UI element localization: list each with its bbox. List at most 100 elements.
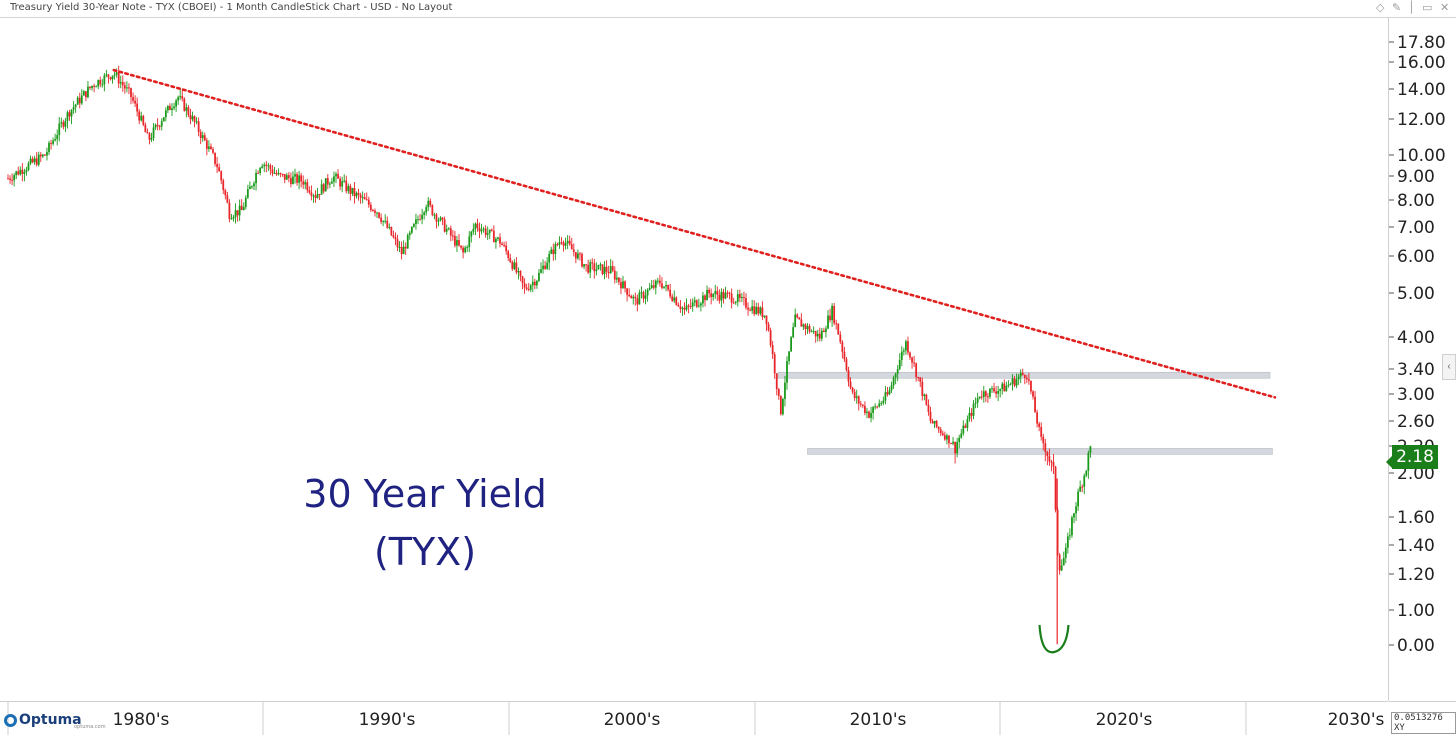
candle-body	[462, 247, 464, 253]
candle-body	[927, 404, 930, 412]
candle-body	[648, 287, 651, 290]
y-tick-label: 9.00	[1397, 167, 1435, 187]
candle-body	[675, 297, 678, 305]
candle-body	[933, 420, 936, 424]
candle-body	[771, 345, 774, 355]
candle-body	[234, 210, 237, 218]
candle-body	[378, 212, 380, 218]
candle-body	[105, 74, 108, 76]
y-tick-label: 12.00	[1397, 110, 1446, 130]
candle-body	[394, 237, 397, 240]
candle-body	[999, 389, 1002, 391]
candle-body	[345, 180, 348, 192]
candle-body	[777, 389, 780, 396]
candle-body	[85, 91, 87, 98]
candle-body	[697, 305, 700, 307]
candle-body	[1069, 535, 1071, 537]
candle-body	[884, 392, 887, 401]
candle-body	[1003, 383, 1006, 392]
candle-body	[306, 182, 309, 191]
candle-body	[736, 294, 739, 302]
candle-body	[179, 96, 182, 98]
candle-body	[464, 247, 467, 253]
candle-body	[691, 302, 694, 307]
candle-body	[827, 315, 829, 329]
candle-body	[1019, 372, 1022, 377]
candle-body	[882, 400, 885, 403]
candle-body	[267, 165, 270, 167]
time-axis[interactable]: 1980's 1990's 2000's 2010's 2020's 2030's	[0, 701, 1388, 735]
candle-body	[97, 80, 100, 87]
candle-body	[363, 197, 366, 200]
y-tick-label: 10.00	[1397, 146, 1446, 166]
candle-body	[296, 174, 298, 183]
candle-body	[1054, 466, 1057, 510]
candle-body	[607, 271, 610, 274]
candle-body	[497, 237, 499, 239]
candle-body	[853, 391, 856, 399]
pin-icon[interactable]: ◇	[1376, 1, 1385, 14]
candle-body	[1052, 462, 1055, 467]
candle-body	[880, 402, 883, 404]
candle-body	[372, 210, 374, 212]
candle-body	[960, 433, 963, 438]
candle-body	[835, 323, 838, 325]
candle-body	[380, 217, 382, 222]
candle-body	[54, 139, 57, 141]
candle-body	[52, 140, 54, 144]
candle-body	[128, 87, 130, 89]
candle-body	[138, 111, 141, 121]
candle-body	[425, 207, 428, 213]
candle-body	[341, 181, 344, 187]
candle-body	[458, 240, 460, 246]
candle-body	[652, 285, 655, 288]
candle-body	[476, 223, 479, 228]
candle-body	[913, 362, 915, 364]
candle-body	[706, 289, 708, 301]
candle-body	[466, 247, 469, 249]
candle-body	[654, 280, 657, 288]
candle-body	[679, 306, 682, 309]
candle-body	[343, 180, 346, 182]
candle-body	[978, 396, 981, 399]
candle-body	[984, 391, 987, 397]
y-tick-label: 2.00	[1397, 464, 1435, 484]
scale-readout[interactable]: 0.0513276 XY	[1391, 712, 1456, 734]
candle-body	[866, 411, 868, 413]
close-icon[interactable]: ✕	[1440, 1, 1450, 14]
candle-body	[240, 205, 243, 211]
candle-body	[1023, 374, 1026, 378]
candle-body	[236, 210, 239, 216]
candle-body	[810, 331, 813, 333]
collapse-panel-icon[interactable]: ‹	[1442, 354, 1456, 380]
candle-body	[820, 330, 823, 339]
candle-body	[1087, 452, 1090, 471]
restore-icon[interactable]: ▭	[1422, 1, 1433, 14]
candle-body	[244, 197, 247, 208]
price-axis[interactable]: 17.80 16.00 14.00 12.00 10.00 9.00 8.00 7.00 6.0…	[1389, 18, 1456, 701]
candle-body	[646, 289, 649, 296]
candle-body	[632, 296, 635, 299]
candle-body	[536, 280, 538, 286]
candle-body	[101, 84, 104, 86]
candle-body	[681, 307, 684, 309]
candlestick-chart[interactable]	[0, 18, 1388, 701]
candle-body	[486, 233, 489, 235]
candle-body	[929, 411, 932, 422]
candle-body	[460, 245, 462, 248]
candle-body	[890, 385, 893, 391]
candle-body	[956, 441, 959, 454]
candle-body	[761, 307, 764, 317]
candle-body	[367, 199, 370, 205]
candle-body	[531, 281, 534, 286]
candle-body	[759, 307, 762, 314]
candle-body	[966, 419, 969, 428]
candle-body	[886, 392, 889, 395]
edit-icon[interactable]: ✎	[1392, 1, 1402, 14]
candle-body	[11, 179, 13, 181]
time-axis-labels: 1980's 1990's 2000's 2010's 2020's 2030's	[7, 702, 1385, 735]
candle-body	[1034, 396, 1036, 413]
candle-body	[931, 421, 934, 424]
chart-plot-area[interactable]	[0, 18, 1389, 701]
candle-body	[95, 86, 98, 88]
